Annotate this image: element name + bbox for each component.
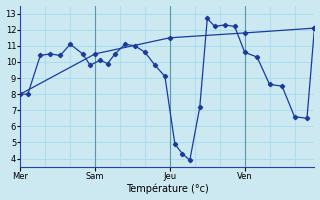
X-axis label: Température (°c): Température (°c) (126, 184, 209, 194)
